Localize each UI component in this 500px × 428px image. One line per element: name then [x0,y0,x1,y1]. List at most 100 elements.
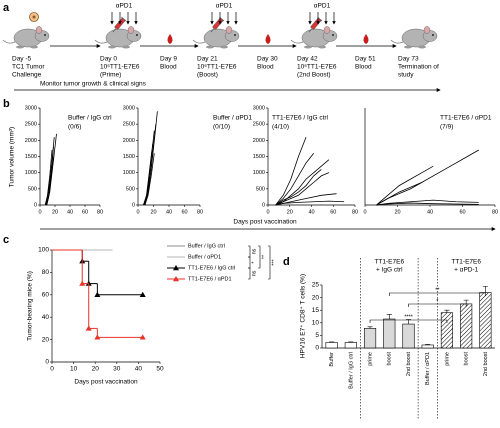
y-tick-label: 0 [315,345,319,352]
mouse-icon [2,26,50,49]
bar [479,292,492,349]
tumor-curve [275,159,330,206]
group-label: TT1-E7E6 [451,259,481,266]
event-label: 10⁶TT1-E7E6 [297,64,337,71]
bar [363,328,377,349]
event-label: 10⁶TT1-E7E6 [100,64,140,71]
event-marker [139,291,146,297]
x-tick-label: 80 [97,209,103,215]
significance-bracket [369,319,448,323]
legend-marker [173,276,179,282]
x-tick-label: 60 [459,209,465,215]
tumor-curve [45,137,55,206]
significance-bracket [408,303,467,307]
y-tick-label: 500 [126,186,135,192]
legend-label: TT1-E7E6 / IgG ctrl [188,265,235,271]
chart-subtitle: (7/9) [440,124,453,131]
y-tick-label: 20 [42,336,50,343]
significance-bracket [258,245,261,269]
x-tick-label: 80 [492,209,498,215]
bar [440,312,454,349]
significance-label: *** [271,258,277,265]
y-tick-label: 80 [42,269,50,276]
x-tick-label: 60 [82,209,88,215]
x-tick-label: Buffer / IgG ctrl [348,352,354,389]
y-tick-label: 5 [315,332,319,339]
y-tick-label: 15 [312,307,320,314]
event-marker [94,291,101,297]
y-tick-label: 100 [38,247,49,254]
x-tick-label: 0 [50,366,54,373]
tumor-curve [46,153,55,206]
error-bar [329,341,335,343]
mouse-icon [94,26,142,49]
x-tick-label: 40 [427,209,433,215]
x-tick-label: 20 [92,366,100,373]
x-tick-label: 10 [70,366,78,373]
legend-label: TT1-E7E6 / αPD1 [188,276,232,282]
x-tick-label: 2nd boost [406,352,412,377]
chart-subtitle: (0/6) [68,124,81,131]
x-tick-label: 0 [266,209,269,215]
event-label: (Boost) [197,72,218,79]
y-tick-label: 1500 [253,154,265,160]
tumor-curve [144,124,157,206]
event-label: Challenge [12,72,42,79]
blood-drop [265,34,271,44]
y-tick-label: 3000 [253,105,265,111]
event-label: Termination of [398,64,439,71]
x-tick-label: 20 [287,209,293,215]
event-label: study [398,72,414,79]
x-tick-label: 30 [113,366,121,373]
event-label: Blood [355,64,372,71]
bar [325,342,338,349]
y-tick-label: 0 [262,202,265,208]
event-label: Day 73 [398,56,419,63]
chart-subtitle: (4/10) [272,124,289,131]
group-label: + IgG ctrl [376,267,403,274]
event-marker [139,334,146,340]
significance-label: * [436,298,439,304]
x-axis-label: Days post vaccination [233,219,297,226]
y-tick-label: 40 [42,314,50,321]
event-marker [79,280,86,286]
event-label: Day 0 [100,56,117,63]
significance-bracket [248,256,251,269]
tumor-curve [275,169,322,206]
event-label: Day 30 [257,56,278,63]
bar [421,344,434,349]
significance-bracket [388,292,486,296]
y-tick-label: 2000 [25,138,37,144]
x-tick-label: 80 [197,209,203,215]
x-tick-label: 20 [52,209,58,215]
chart-title: Buffer / αPD1 [213,115,252,122]
error-bar [425,344,431,345]
x-tick-label: 40 [166,209,172,215]
y-tick-label: 10 [312,320,320,327]
x-tick-label: 20 [394,209,400,215]
event-label: 10⁶TT1-E7E6 [197,64,237,71]
chart-title: TT1-E7E6 / αPD1 [440,115,492,122]
tumor-curve [376,202,479,206]
monitor-label: Monitor tumor growth & clinical signs [40,81,147,88]
tumor-icon [32,15,36,19]
chart-title: Buffer / IgG ctrl [68,115,112,122]
y-tick-label: 1000 [25,170,37,176]
panel-label: c [3,234,9,246]
y-tick-label: 1000 [123,170,135,176]
group-label: TT1-E7E6 [374,259,404,266]
chart-title: TT1-E7E6 / IgG ctrl [272,115,329,122]
event-label: (2nd Boost) [297,72,331,79]
error-bar [386,314,392,320]
legend-label: Buffer / IgG ctrl [188,243,225,249]
y-tick-label: 500 [28,186,37,192]
event-label: Day 42 [297,56,318,63]
tumor-curve [275,172,330,206]
x-tick-label: 0 [38,209,41,215]
significance-label: ** [435,287,440,293]
y-axis-label: Tumor volume (mm³) [9,127,16,187]
y-tick-label: 500 [256,186,265,192]
tumor-curve [275,153,314,206]
bar [344,342,357,349]
